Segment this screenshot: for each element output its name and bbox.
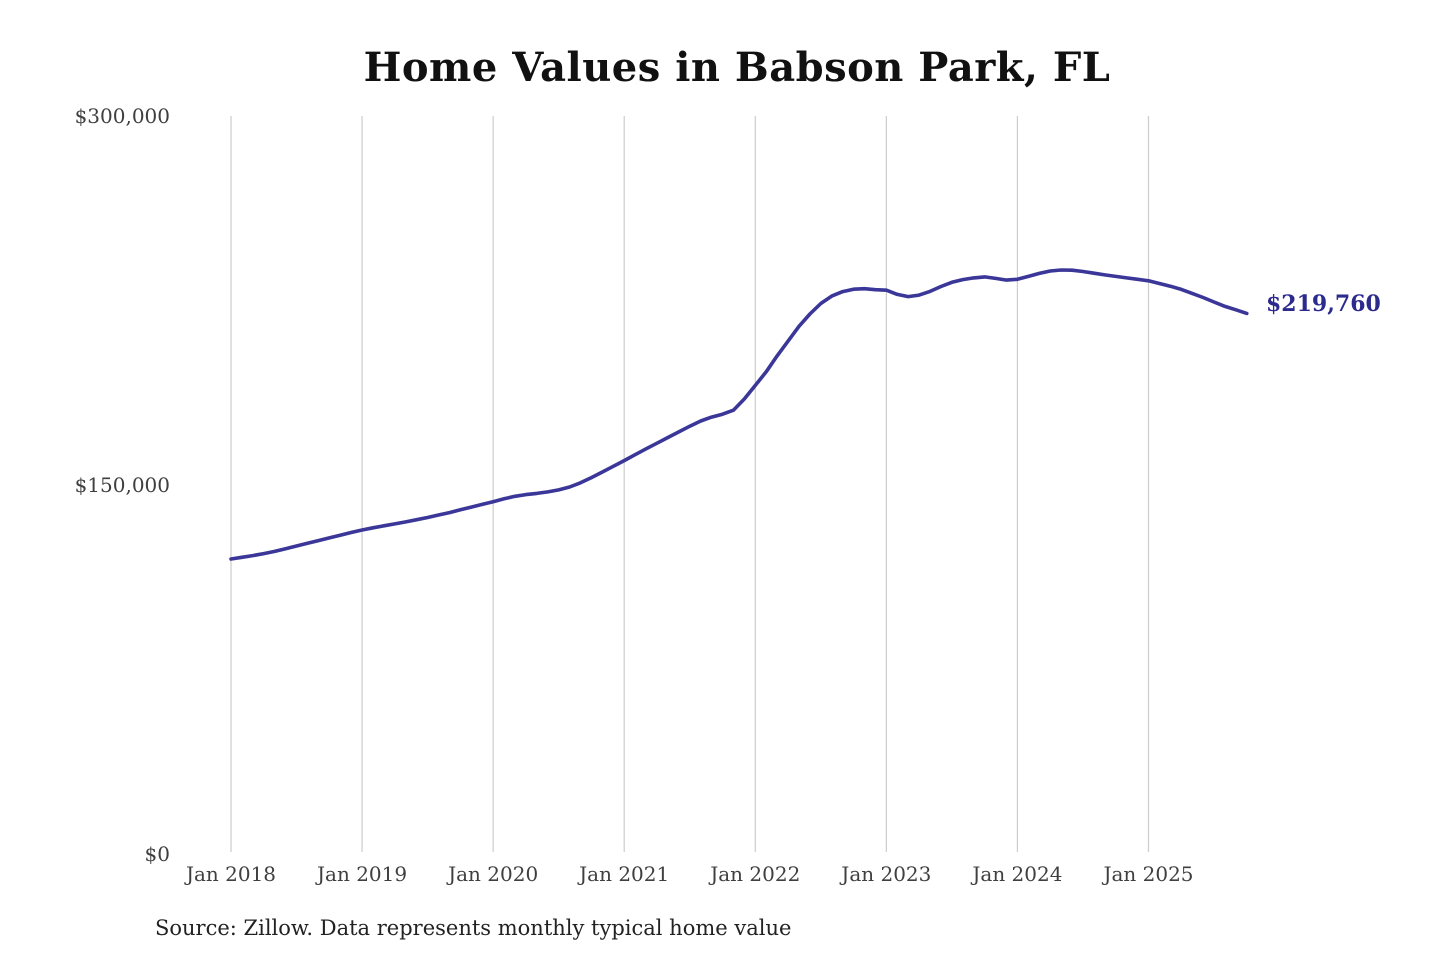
y-tick-label: $0 [144, 842, 170, 866]
last-value-label: $219,760 [1266, 291, 1381, 317]
x-tick-label: Jan 2020 [448, 862, 539, 886]
x-tick-label: Jan 2023 [841, 862, 932, 886]
chart-title: Home Values in Babson Park, FL [363, 44, 1111, 91]
x-tick-label: Jan 2025 [1103, 862, 1194, 886]
x-tick-label: Jan 2024 [972, 862, 1063, 886]
x-tick-label: Jan 2019 [317, 862, 408, 886]
home-value-line-series [229, 268, 1249, 561]
source-note: Source: Zillow. Data represents monthly … [155, 916, 792, 940]
x-tick-label: Jan 2018 [185, 862, 277, 886]
x-tick-label: Jan 2022 [710, 862, 801, 886]
y-tick-label: $300,000 [74, 104, 170, 128]
x-tick-label: Jan 2021 [579, 862, 670, 886]
y-tick-label: $150,000 [74, 473, 170, 497]
